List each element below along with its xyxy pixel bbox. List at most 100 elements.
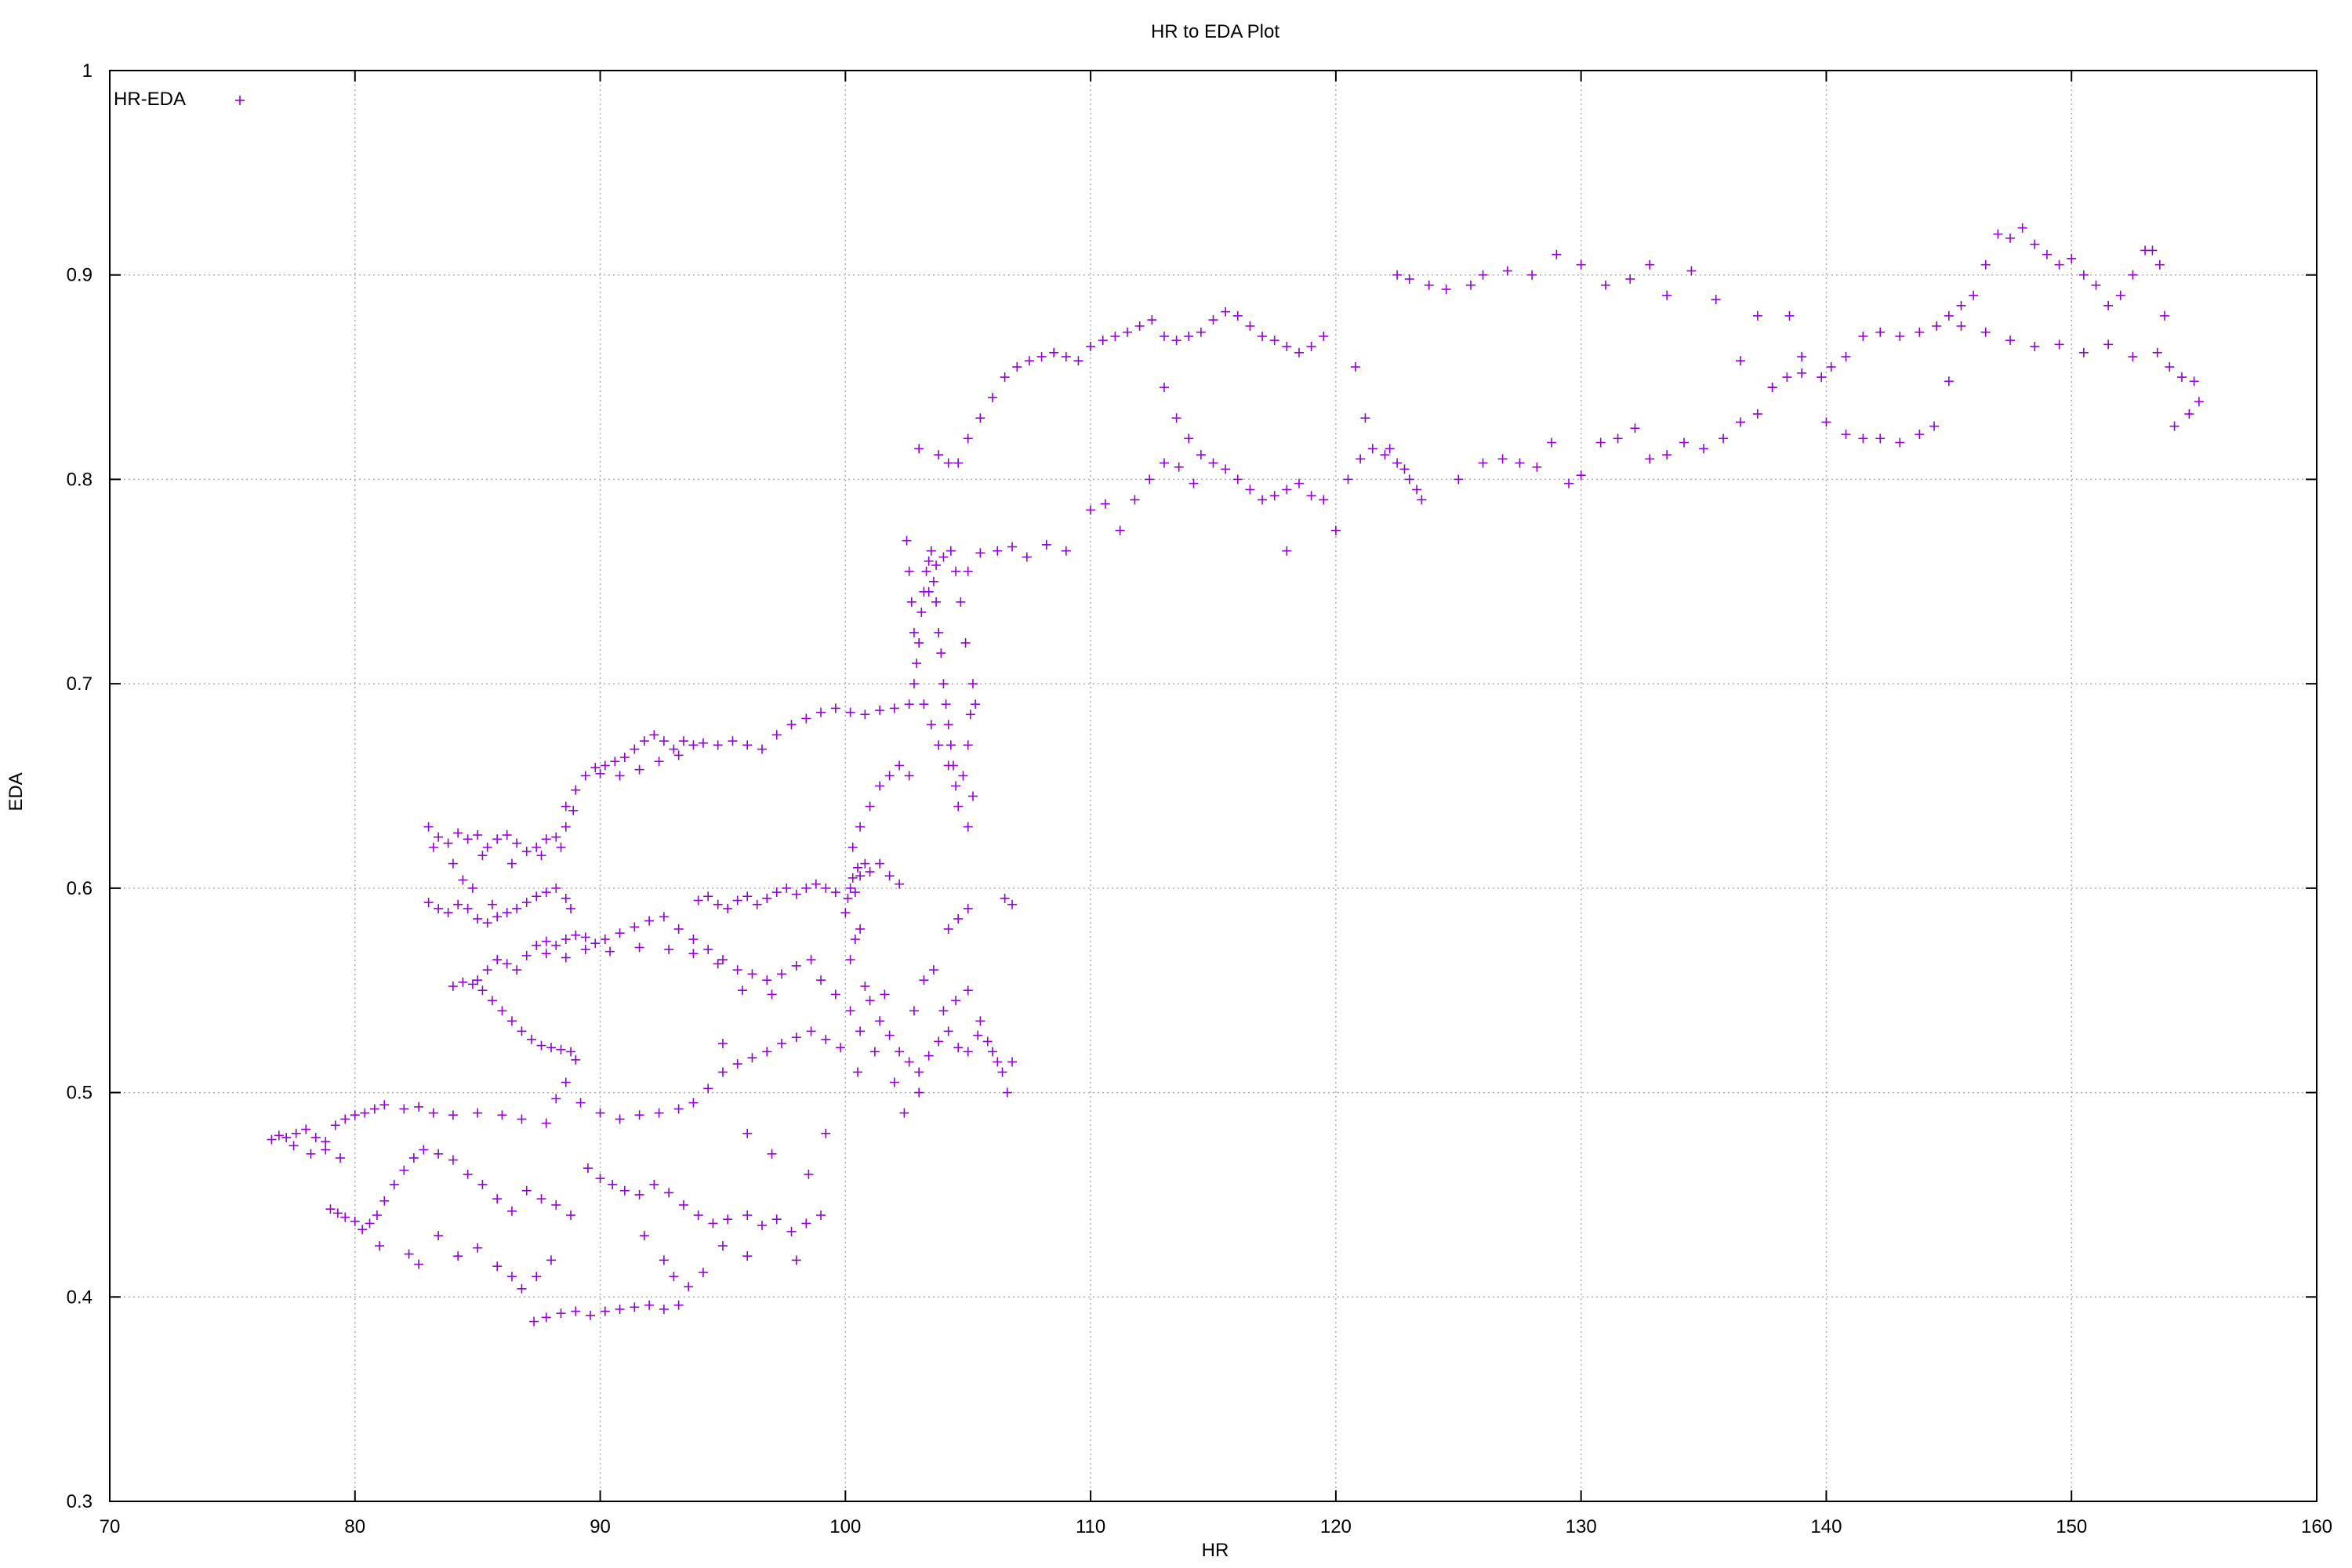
data-point xyxy=(801,713,811,724)
data-point xyxy=(953,1043,964,1053)
data-point xyxy=(492,834,503,844)
data-point xyxy=(1171,336,1181,346)
data-point xyxy=(423,898,434,908)
data-point xyxy=(1319,495,1329,505)
y-tick-label: 0.9 xyxy=(67,265,93,286)
data-point xyxy=(289,1141,299,1151)
data-point xyxy=(931,597,942,607)
data-point xyxy=(914,638,924,648)
data-point xyxy=(953,913,964,924)
data-point xyxy=(419,1145,429,1155)
y-axis-label: EDA xyxy=(5,772,27,811)
data-point xyxy=(936,648,946,659)
data-point xyxy=(506,1016,517,1026)
data-point xyxy=(1532,462,1542,472)
data-point xyxy=(512,965,522,975)
data-point xyxy=(1412,485,1422,495)
data-point xyxy=(951,996,961,1006)
data-point xyxy=(619,1185,630,1196)
data-point xyxy=(928,576,938,586)
data-point xyxy=(767,1149,777,1159)
data-point xyxy=(943,720,953,730)
data-point xyxy=(1258,331,1268,341)
x-tick-label: 160 xyxy=(2301,1516,2332,1537)
data-point xyxy=(902,535,912,546)
data-point xyxy=(816,975,826,985)
data-point xyxy=(644,916,655,926)
data-point xyxy=(845,707,855,717)
data-point xyxy=(526,1034,536,1044)
data-point xyxy=(1189,478,1199,488)
data-point xyxy=(571,930,581,940)
data-point xyxy=(306,1149,316,1159)
data-point xyxy=(1000,893,1010,903)
data-point xyxy=(1915,430,1925,440)
data-point xyxy=(423,822,434,832)
data-point xyxy=(566,903,576,913)
data-point xyxy=(1841,352,1851,361)
data-point xyxy=(1478,458,1488,468)
data-point xyxy=(860,710,870,720)
data-point xyxy=(747,1053,757,1063)
data-point xyxy=(875,706,885,716)
data-point xyxy=(2176,372,2187,383)
y-tick-label: 0.3 xyxy=(67,1491,93,1512)
data-point xyxy=(541,834,551,844)
data-point xyxy=(1221,307,1231,317)
data-point xyxy=(453,899,463,909)
data-point xyxy=(1330,525,1341,535)
data-point xyxy=(492,955,503,965)
data-point xyxy=(1527,270,1537,280)
data-point xyxy=(473,975,483,985)
data-point xyxy=(1980,260,1991,270)
data-point xyxy=(673,924,684,934)
data-point xyxy=(1002,1087,1012,1098)
data-point xyxy=(532,842,542,852)
data-point xyxy=(492,1194,503,1204)
data-point xyxy=(855,871,866,881)
data-point xyxy=(1404,274,1414,284)
data-point xyxy=(482,918,492,928)
y-tick-label: 0.8 xyxy=(67,469,93,490)
data-point xyxy=(580,771,590,781)
data-point xyxy=(580,932,590,942)
data-point xyxy=(2165,362,2175,372)
data-point xyxy=(605,946,615,956)
data-point xyxy=(717,1241,728,1251)
data-point xyxy=(1767,383,1777,393)
data-point xyxy=(2103,339,2114,350)
data-point xyxy=(938,552,949,562)
data-point xyxy=(458,977,468,987)
data-point xyxy=(1645,260,1655,270)
data-point xyxy=(1895,331,1905,341)
data-point xyxy=(836,1043,846,1053)
data-point xyxy=(737,985,747,996)
data-point xyxy=(310,1132,321,1142)
data-point xyxy=(1797,368,1807,378)
data-point xyxy=(541,1312,551,1323)
data-point xyxy=(639,736,649,746)
data-point xyxy=(654,757,664,767)
data-point xyxy=(786,720,797,730)
data-point xyxy=(1007,1057,1018,1067)
data-point xyxy=(869,1047,880,1057)
data-point xyxy=(492,1261,503,1272)
data-point xyxy=(963,1047,973,1057)
data-point xyxy=(330,1120,340,1131)
data-point xyxy=(924,586,934,597)
data-point xyxy=(669,744,679,754)
data-point xyxy=(1282,341,1292,351)
x-axis-label: HR xyxy=(1202,1540,1229,1561)
data-point xyxy=(561,801,571,811)
data-point xyxy=(1282,485,1292,495)
data-point xyxy=(1417,495,1427,505)
data-point xyxy=(855,1026,866,1036)
data-point xyxy=(2147,245,2158,256)
data-point xyxy=(919,699,929,710)
data-point xyxy=(529,1316,539,1327)
data-point xyxy=(521,898,532,908)
data-point xyxy=(1130,495,1140,505)
data-point xyxy=(340,1114,350,1124)
data-point xyxy=(1502,266,1512,276)
